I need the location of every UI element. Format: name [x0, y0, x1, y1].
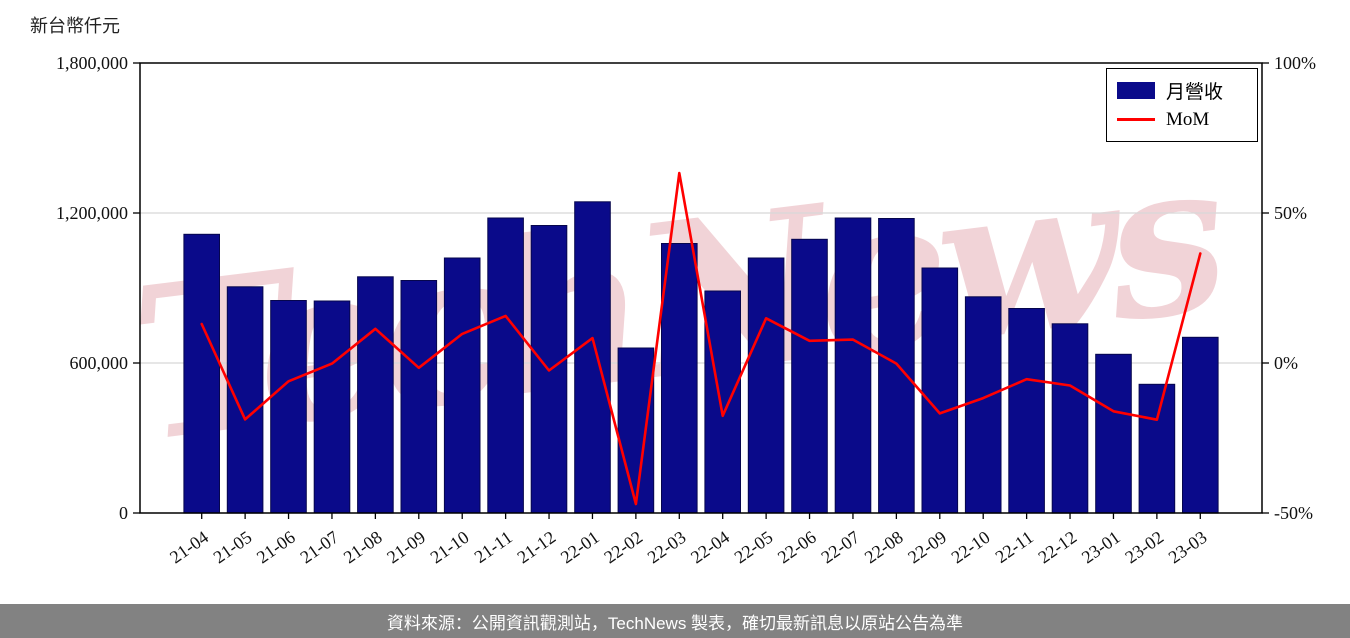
- revenue-bar: [270, 300, 307, 514]
- revenue-bar: [226, 286, 264, 514]
- right-axis-tick-label: 100%: [1274, 53, 1316, 73]
- x-axis-tick-label: 21-09: [383, 527, 429, 567]
- chart-legend: 月營收 MoM: [1106, 68, 1258, 142]
- x-axis-tick-label: 21-07: [296, 527, 342, 567]
- revenue-bar: [1138, 383, 1176, 514]
- x-axis-tick-label: 22-05: [731, 527, 777, 567]
- revenue-bar: [791, 238, 828, 514]
- revenue-bar: [443, 257, 481, 514]
- revenue-bar: [834, 217, 872, 514]
- legend-bar-swatch: [1117, 82, 1155, 99]
- revenue-bar: [487, 217, 524, 514]
- left-axis-tick-label: 1,800,000: [56, 53, 128, 73]
- source-footer: 資料來源：公開資訊觀測站，TechNews 製表，確切最新訊息以原站公告為準: [0, 604, 1350, 638]
- left-axis-title: 新台幣仟元: [30, 16, 120, 36]
- x-axis-tick-label: 22-01: [557, 527, 603, 567]
- x-axis-tick-label: 22-07: [817, 527, 863, 567]
- plot-border: [139, 62, 1263, 514]
- legend-item-revenue: 月營收: [1117, 76, 1247, 105]
- x-axis-tick-label: 22-09: [904, 527, 950, 567]
- revenue-bar: [878, 218, 915, 514]
- revenue-bar: [183, 233, 220, 514]
- legend-line-label: MoM: [1166, 108, 1210, 130]
- revenue-chart: 0 600,000 1,200,000 1,800,000 -50% 0% 50% 100% 2…: [56, 53, 1316, 567]
- x-axis-tick-label: 21-12: [513, 527, 559, 567]
- x-axis-tick-label: 22-08: [861, 527, 907, 567]
- x-axis-tick-label: 21-10: [427, 527, 473, 567]
- x-axis-tick-label: 22-10: [948, 527, 994, 567]
- x-axis-tick-label: 21-11: [471, 527, 516, 567]
- revenue-bar: [313, 300, 351, 514]
- right-axis-tick-label: 50%: [1274, 203, 1307, 223]
- revenue-bar: [1095, 353, 1132, 514]
- revenue-bar: [921, 267, 959, 514]
- revenue-bar: [661, 243, 698, 514]
- legend-item-mom: MoM: [1117, 105, 1247, 134]
- revenue-bar: [574, 201, 611, 514]
- revenue-bar: [1182, 336, 1219, 514]
- x-axis-tick-label: 21-04: [166, 527, 212, 567]
- legend-line-swatch: [1117, 118, 1155, 121]
- right-axis-tick-label: -50%: [1274, 503, 1313, 523]
- x-axis-tick-label: 23-02: [1121, 527, 1167, 567]
- right-axis-tick-label: 0%: [1274, 353, 1298, 373]
- x-axis-tick-label: 22-06: [774, 527, 820, 567]
- x-axis-tick-label: 23-01: [1078, 527, 1124, 567]
- x-axis-tick-label: 22-02: [600, 527, 646, 567]
- legend-bar-label: 月營收: [1166, 82, 1224, 103]
- revenue-bar: [1051, 323, 1089, 514]
- x-axis-tick-label: 22-12: [1034, 527, 1080, 567]
- revenue-bar: [400, 280, 438, 514]
- x-axis-tick-label: 21-05: [210, 527, 256, 567]
- x-axis-tick-label: 21-06: [253, 527, 299, 567]
- left-axis-tick-label: 600,000: [70, 353, 129, 373]
- x-axis-tick-label: 23-03: [1165, 527, 1211, 567]
- revenue-bar: [617, 347, 655, 514]
- revenue-bar: [964, 296, 1002, 514]
- left-axis-tick-label: 1,200,000: [56, 203, 128, 223]
- x-axis-tick-label: 22-03: [644, 527, 690, 567]
- x-axis-tick-label: 22-11: [992, 527, 1037, 567]
- x-axis-tick-label: 22-04: [687, 527, 733, 567]
- revenue-bar: [357, 276, 394, 514]
- revenue-bar: [704, 290, 742, 514]
- x-axis-tick-label: 21-08: [340, 527, 386, 567]
- mom-line: [200, 171, 1202, 506]
- revenue-bar: [1008, 308, 1045, 514]
- revenue-bar: [747, 257, 785, 514]
- left-axis-tick-label: 0: [119, 503, 128, 523]
